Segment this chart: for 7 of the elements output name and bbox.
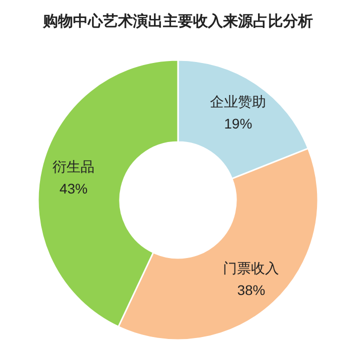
- data-label: 43%: [60, 180, 88, 197]
- data-label: 38%: [237, 282, 266, 298]
- chart-title: 购物中心艺术演出主要收入来源占比分析: [42, 12, 313, 30]
- slice-label: 门票收入: [223, 260, 280, 276]
- slice-label: 衍生品: [52, 158, 95, 175]
- slice-label: 企业赞助: [210, 94, 266, 110]
- data-label: 19%: [224, 116, 252, 132]
